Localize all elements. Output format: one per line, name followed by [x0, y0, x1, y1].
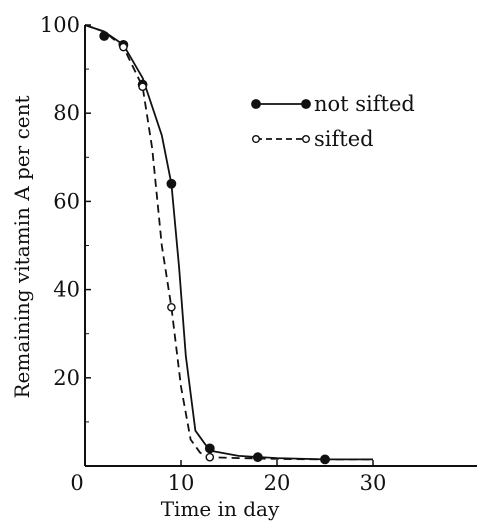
- x-tick-label: 0: [70, 471, 83, 495]
- legend-marker: [251, 99, 261, 109]
- series-line-sifted: [84, 24, 373, 461]
- x-tick-label: 30: [360, 471, 387, 495]
- x-axis-title: Time in day: [161, 497, 280, 521]
- not-sifted-point: [252, 452, 263, 463]
- sifted-point: [167, 302, 176, 312]
- sifted-point: [138, 82, 147, 92]
- not-sifted-point: [204, 443, 215, 454]
- y-axis-title: Remaining vitamin A per cent: [10, 95, 34, 398]
- y-tick-label: 40: [53, 278, 80, 302]
- legend-label: not sifted: [314, 92, 415, 116]
- sifted-point: [205, 452, 215, 462]
- legend: not sifted sifted: [251, 92, 415, 151]
- sifted-point: [119, 42, 128, 52]
- legend-marker: [302, 134, 311, 143]
- y-ticks: 20 40 60 80 100: [40, 13, 91, 423]
- series-lines: [84, 24, 373, 461]
- y-tick-label: 20: [53, 366, 80, 390]
- x-tick-label: 10: [168, 471, 195, 495]
- x-tick-label: 20: [264, 471, 291, 495]
- legend-label: sifted: [314, 127, 374, 151]
- data-markers: [99, 31, 330, 465]
- legend-marker: [251, 134, 260, 143]
- series-line-not-sifted: [84, 24, 373, 461]
- not-sifted-point: [320, 454, 330, 465]
- y-tick-label: 80: [53, 101, 80, 125]
- y-tick-label: 100: [40, 13, 80, 37]
- y-tick-label: 60: [53, 189, 80, 213]
- not-sifted-point: [99, 31, 110, 41]
- x-ticks: 0 10 20 30: [70, 460, 386, 495]
- not-sifted-point: [166, 178, 177, 189]
- legend-marker: [301, 99, 311, 109]
